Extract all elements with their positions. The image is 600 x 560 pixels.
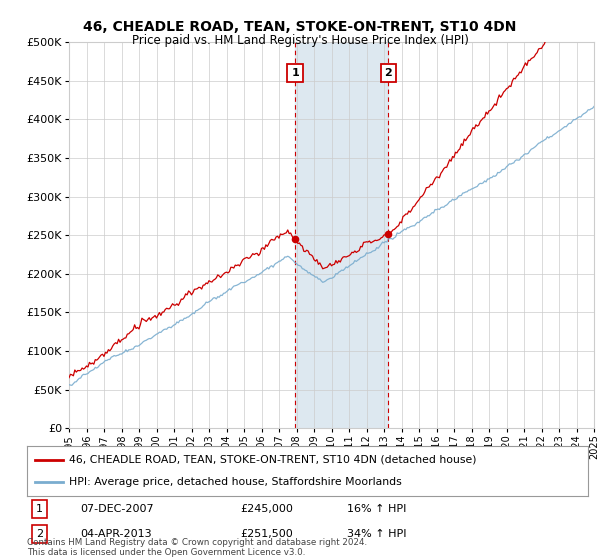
Text: Price paid vs. HM Land Registry's House Price Index (HPI): Price paid vs. HM Land Registry's House … <box>131 34 469 46</box>
Text: 1: 1 <box>291 68 299 78</box>
Text: 2: 2 <box>385 68 392 78</box>
Text: 34% ↑ HPI: 34% ↑ HPI <box>347 529 406 539</box>
Text: HPI: Average price, detached house, Staffordshire Moorlands: HPI: Average price, detached house, Staf… <box>69 477 402 487</box>
Text: 1: 1 <box>36 504 43 514</box>
Text: Contains HM Land Registry data © Crown copyright and database right 2024.
This d: Contains HM Land Registry data © Crown c… <box>27 538 367 557</box>
Text: 04-APR-2013: 04-APR-2013 <box>80 529 152 539</box>
Text: 2: 2 <box>36 529 43 539</box>
Text: 46, CHEADLE ROAD, TEAN, STOKE-ON-TRENT, ST10 4DN: 46, CHEADLE ROAD, TEAN, STOKE-ON-TRENT, … <box>83 20 517 34</box>
Text: 46, CHEADLE ROAD, TEAN, STOKE-ON-TRENT, ST10 4DN (detached house): 46, CHEADLE ROAD, TEAN, STOKE-ON-TRENT, … <box>69 455 476 465</box>
Text: 16% ↑ HPI: 16% ↑ HPI <box>347 504 406 514</box>
Text: £245,000: £245,000 <box>240 504 293 514</box>
Text: 07-DEC-2007: 07-DEC-2007 <box>80 504 154 514</box>
Bar <box>295 42 388 428</box>
Text: £251,500: £251,500 <box>240 529 293 539</box>
